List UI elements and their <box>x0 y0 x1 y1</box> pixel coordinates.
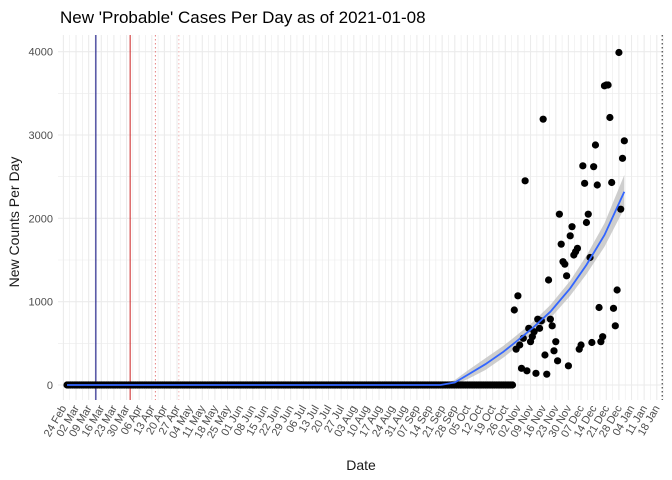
y-axis-title: New Counts Per Day <box>6 157 22 288</box>
data-point <box>521 177 529 185</box>
data-point <box>611 322 619 330</box>
data-point <box>584 210 592 218</box>
data-point <box>620 137 628 145</box>
data-point <box>552 338 560 346</box>
data-point <box>577 341 585 349</box>
grid-layer <box>58 35 664 400</box>
data-point <box>564 362 573 370</box>
data-point <box>582 218 591 227</box>
data-point <box>543 370 551 378</box>
x-axis-title: Date <box>346 457 376 473</box>
data-point <box>548 322 556 330</box>
y-tick-label: 0 <box>47 380 53 392</box>
data-point <box>516 341 524 349</box>
data-point <box>546 315 554 323</box>
y-tick-label: 2000 <box>29 213 53 225</box>
data-point <box>566 232 574 240</box>
data-point <box>615 48 623 57</box>
data-point <box>541 351 549 359</box>
data-point <box>573 244 582 252</box>
data-point <box>550 347 558 355</box>
data-point <box>579 162 587 170</box>
data-point <box>514 292 522 300</box>
data-point <box>581 179 589 187</box>
data-point <box>535 324 544 332</box>
data-point <box>553 357 562 365</box>
data-point <box>561 260 569 268</box>
y-tick-label: 4000 <box>29 47 53 59</box>
data-point <box>568 223 576 231</box>
data-point <box>604 81 612 89</box>
points-layer <box>63 48 628 389</box>
reference-lines-layer <box>95 35 663 400</box>
data-point <box>618 154 627 162</box>
data-point <box>613 286 621 294</box>
chart-title: New 'Probable' Cases Per Day as of 2021-… <box>60 8 426 27</box>
data-point <box>595 303 603 312</box>
data-point <box>563 272 571 280</box>
y-tick-label: 3000 <box>29 130 53 142</box>
data-point <box>593 181 601 189</box>
data-point <box>544 276 553 284</box>
data-point <box>588 338 596 347</box>
data-point <box>590 163 598 171</box>
data-point <box>510 306 518 314</box>
data-point <box>609 304 618 312</box>
data-point <box>508 381 517 389</box>
trend-line-layer <box>67 191 626 386</box>
trend-line <box>67 191 626 386</box>
data-point <box>523 367 531 375</box>
data-point <box>557 240 565 248</box>
data-point <box>539 115 547 123</box>
y-tick-labels: 0 1000 2000 3000 4000 <box>29 47 53 392</box>
data-point <box>555 210 563 218</box>
data-point <box>517 364 526 372</box>
trend-band-layer <box>67 175 625 385</box>
data-point <box>532 369 540 377</box>
data-point <box>591 141 600 149</box>
data-point <box>530 328 538 336</box>
trend-confidence-band <box>67 175 625 385</box>
data-point <box>599 333 607 341</box>
data-point <box>606 113 614 122</box>
data-point <box>608 178 616 187</box>
y-tick-label: 1000 <box>29 297 53 309</box>
data-point <box>617 205 625 213</box>
